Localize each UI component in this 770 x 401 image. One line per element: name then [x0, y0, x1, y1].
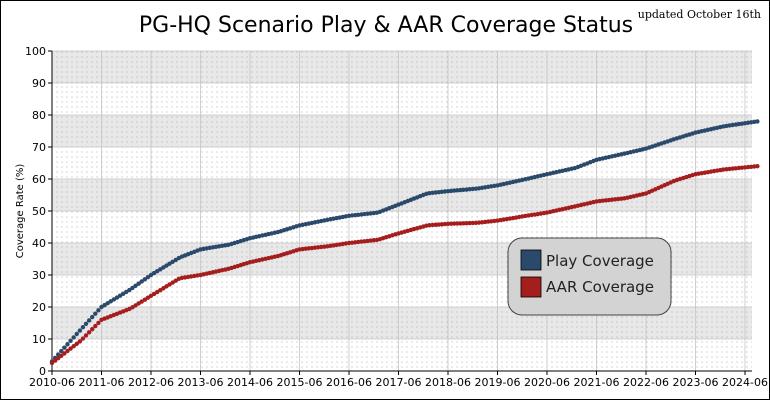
legend: Play Coverage AAR Coverage [507, 237, 672, 316]
y-axis-label: Coverage Rate (%) [15, 164, 26, 259]
data-point [458, 221, 463, 226]
data-point [74, 331, 79, 337]
y-tick-label: 0 [39, 365, 46, 378]
series-play-coverage [49, 119, 760, 364]
chart-title: PG-HQ Scenario Play & AAR Coverage Statu… [139, 13, 633, 38]
legend-box [507, 237, 672, 316]
data-point [467, 220, 472, 226]
data-point [464, 220, 469, 226]
data-point [83, 321, 89, 326]
x-tick-label: 2021-06 [574, 376, 620, 389]
legend-label-aar: AAR Coverage [546, 278, 654, 296]
y-tick-label: 10 [32, 333, 46, 346]
data-point [80, 336, 86, 341]
data-series [49, 119, 760, 366]
data-point [49, 360, 55, 366]
x-tick-label: 2020-06 [524, 376, 570, 389]
data-point [139, 279, 144, 284]
data-point [93, 311, 98, 316]
data-point [90, 326, 95, 332]
data-point [83, 333, 89, 338]
data-point [93, 323, 98, 329]
data-point [755, 164, 760, 169]
x-tick-label: 2013-06 [178, 376, 224, 389]
data-point [62, 345, 67, 350]
y-tick-label: 30 [32, 269, 46, 282]
x-tick-label: 2017-06 [376, 376, 422, 389]
x-tick-label: 2019-06 [475, 376, 521, 389]
data-point [451, 221, 457, 226]
legend-swatch-play [520, 249, 542, 271]
data-point [130, 285, 135, 291]
data-point [90, 314, 95, 320]
data-point [145, 274, 151, 280]
y-tick-label: 90 [32, 77, 46, 90]
data-point [68, 346, 73, 351]
data-point [142, 277, 148, 282]
x-tick-label: 2012-06 [128, 376, 174, 389]
x-tick-label: 2024-06 [722, 376, 768, 389]
x-tick-labels: 2010-06 2011-06 2012-06 2013-06 2014-06 2015-… [29, 376, 768, 389]
y-tick-label: 60 [32, 173, 46, 186]
data-point [68, 338, 73, 344]
x-tick-label: 2023-06 [673, 376, 719, 389]
x-tick-label: 2016-06 [326, 376, 372, 389]
x-tick-label: 2011-06 [79, 376, 125, 389]
series-aar-coverage [49, 164, 760, 366]
updated-note: updated October 16th [638, 8, 761, 21]
data-point [86, 318, 92, 323]
axes [48, 50, 752, 375]
data-point [77, 339, 83, 344]
data-point [65, 348, 70, 354]
legend-swatch-aar [520, 276, 542, 298]
y-tick-label: 50 [32, 205, 46, 218]
data-point [127, 287, 132, 293]
y-tick-label: 20 [32, 301, 46, 314]
data-point [136, 281, 141, 286]
x-tick-label: 2014-06 [227, 376, 273, 389]
data-point [755, 119, 760, 124]
data-point [96, 320, 101, 326]
data-point [65, 342, 70, 347]
data-point [445, 221, 451, 226]
data-point [80, 324, 86, 330]
x-tick-label: 2022-06 [623, 376, 669, 389]
data-point [62, 351, 67, 356]
x-tick-label: 2010-06 [29, 376, 75, 389]
data-point [455, 221, 460, 226]
y-tick-label: 100 [25, 45, 46, 58]
data-point [71, 344, 76, 349]
y-tick-label: 70 [32, 141, 46, 154]
data-point [133, 283, 138, 288]
data-point [52, 358, 58, 363]
data-point [71, 335, 76, 340]
x-tick-label: 2018-06 [425, 376, 471, 389]
x-tick-label: 2015-06 [277, 376, 323, 389]
data-point [77, 328, 83, 333]
data-point [470, 220, 475, 226]
data-point [74, 341, 79, 346]
y-tick-label: 80 [32, 109, 46, 122]
data-point [96, 308, 101, 313]
data-point [448, 221, 454, 226]
y-tick-label: 40 [32, 237, 46, 250]
data-point [59, 353, 64, 358]
data-point [59, 348, 64, 354]
data-point [461, 221, 466, 226]
data-point [55, 356, 61, 361]
data-point [86, 330, 92, 335]
legend-label-play: Play Coverage [546, 252, 654, 270]
y-tick-labels: 0 10 20 30 40 50 60 70 80 90 100 [25, 45, 46, 378]
